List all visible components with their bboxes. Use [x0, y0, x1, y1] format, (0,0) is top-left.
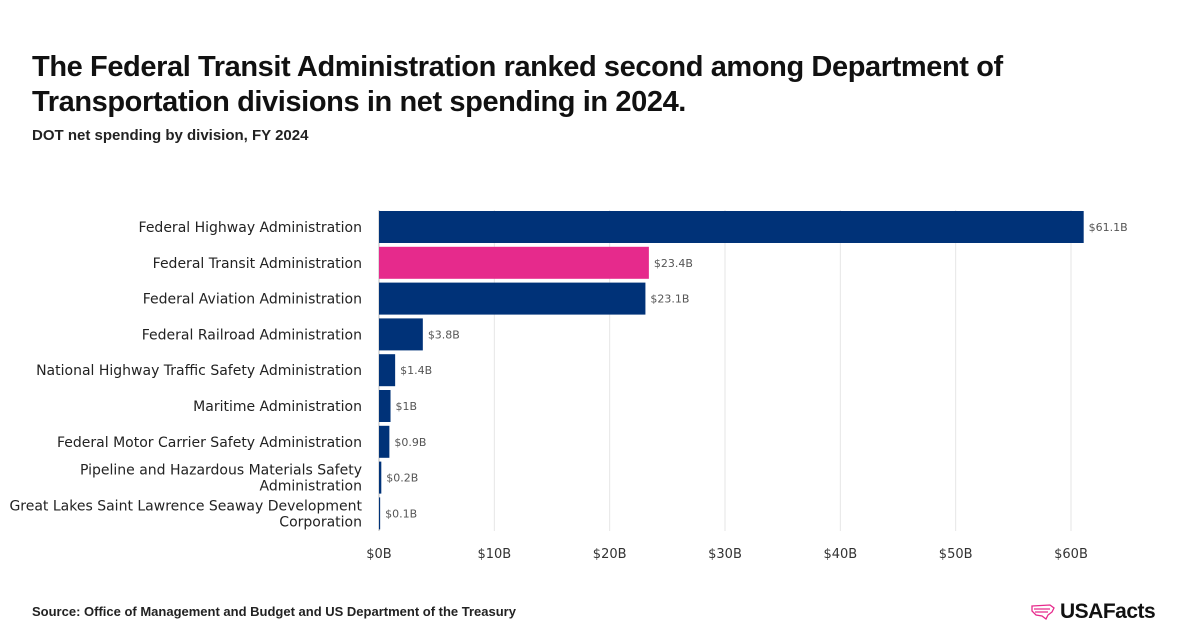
bar-value-label: $1B [396, 400, 418, 413]
category-label: Great Lakes Saint Lawrence Seaway Develo… [9, 498, 362, 530]
x-tick-label: $20B [593, 547, 627, 562]
usafacts-logo: USAFacts [1030, 600, 1156, 624]
bar-value-label: $3.8B [428, 328, 460, 341]
category-label: Federal Railroad Administration [142, 327, 362, 343]
x-tick-label: $60B [1054, 547, 1088, 562]
bar-value-label: $0.9B [394, 436, 426, 449]
bar [379, 354, 396, 387]
chart-title: The Federal Transit Administration ranke… [32, 51, 1003, 118]
bar [379, 211, 1084, 243]
x-tick-label: $0B [366, 547, 391, 562]
x-tick-label: $40B [823, 547, 857, 562]
category-label: Federal Aviation Administration [143, 292, 362, 308]
category-label: National Highway Traffic Safety Administ… [36, 363, 362, 379]
bar [379, 282, 646, 315]
x-tick-label: $10B [477, 547, 511, 562]
bar-value-label: $23.1B [650, 293, 689, 306]
bar-value-label: $1.4B [400, 364, 432, 377]
bar [379, 318, 423, 351]
category-label: Maritime Administration [193, 399, 362, 415]
source-note: Source: Office of Management and Budget … [32, 604, 516, 619]
category-label: Federal Transit Administration [153, 256, 362, 272]
bar [379, 390, 391, 422]
bar [379, 246, 649, 279]
us-map-icon [1031, 604, 1055, 620]
bar [379, 461, 382, 494]
category-label: Pipeline and Hazardous Materials Safety A… [80, 463, 362, 495]
category-label: Federal Highway Administration [139, 220, 362, 236]
chart-subtitle: DOT net spending by division, FY 2024 [32, 127, 309, 144]
x-tick-label: $50B [939, 547, 973, 562]
bar-value-label: $61.1B [1089, 221, 1128, 234]
bar-value-label: $23.4B [654, 257, 693, 270]
bar-value-label: $0.2B [386, 472, 418, 485]
category-label: Federal Motor Carrier Safety Administrat… [57, 435, 362, 451]
x-tick-label: $30B [708, 547, 742, 562]
bar [379, 425, 390, 458]
bar [379, 497, 381, 530]
bar-value-label: $0.1B [385, 507, 417, 520]
logo-text: USAFacts [1060, 600, 1156, 623]
bar-chart: $0B $10B $20B $30B $40B $50B $60B $61.1B Federal… [9, 210, 1128, 562]
